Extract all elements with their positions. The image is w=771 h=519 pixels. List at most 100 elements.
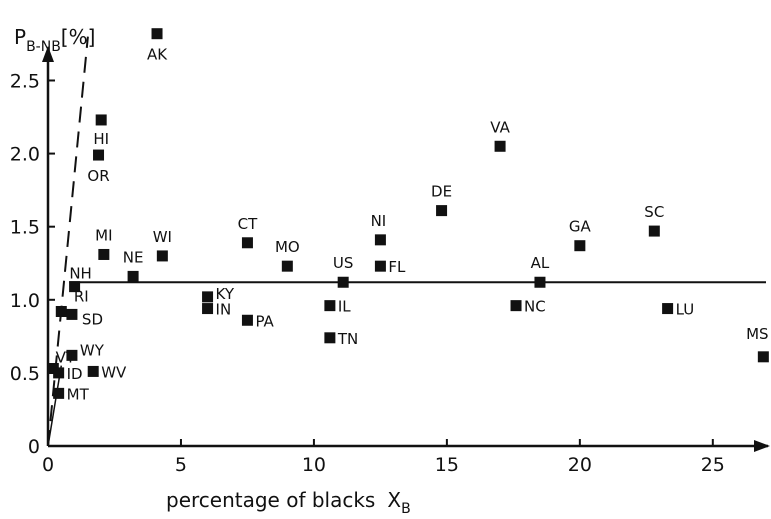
data-point-ga: GA [569, 218, 592, 252]
point-marker [374, 260, 386, 272]
data-point-mi: MI [95, 226, 113, 260]
point-label: TN [337, 330, 358, 348]
x-axis-symbol: X [387, 488, 401, 512]
point-marker [337, 276, 349, 288]
point-label: ID [67, 365, 83, 383]
point-marker [510, 300, 522, 312]
point-label: CT [238, 215, 258, 233]
chart-lines [47, 36, 766, 447]
point-marker [127, 270, 139, 282]
point-label: IL [338, 298, 351, 316]
x-tick-label: 15 [435, 454, 459, 476]
data-point-tn: TN [324, 330, 358, 348]
point-marker [241, 237, 253, 249]
data-point-ky: KY [202, 285, 235, 303]
data-point-il: IL [324, 298, 351, 316]
x-axis-label: percentage of blacks [166, 488, 375, 512]
point-marker [66, 308, 78, 320]
data-point-de: DE [431, 183, 452, 217]
point-label: RI [74, 287, 89, 305]
point-marker [534, 276, 546, 288]
y-tick-label: 0.5 [10, 363, 40, 385]
point-marker [69, 281, 81, 293]
x-axis-title: percentage of blacks XB [166, 488, 411, 517]
point-marker [494, 140, 506, 152]
point-label: NI [371, 212, 387, 230]
data-point-hi: HI [93, 114, 109, 148]
point-marker [87, 365, 99, 377]
x-tick-label: 10 [302, 454, 326, 476]
y-axis-symbol: P [14, 25, 26, 49]
x-axis-subscript: B [401, 501, 411, 517]
point-label: SD [82, 310, 103, 328]
point-label: AL [531, 254, 550, 272]
point-label: GA [569, 218, 592, 236]
x-tick-label: 0 [42, 454, 54, 476]
point-marker [156, 250, 168, 262]
y-tick-label: 2.5 [10, 70, 40, 92]
y-tick-label: 0 [28, 436, 40, 458]
point-marker [281, 260, 293, 272]
point-marker [662, 303, 674, 315]
y-axis-arrow [42, 46, 54, 62]
data-point-lu: LU [662, 301, 694, 319]
data-point-al: AL [531, 254, 550, 288]
point-marker [574, 240, 586, 252]
point-marker [93, 149, 105, 161]
data-point-va: VA [490, 118, 511, 152]
y-tick-label: 1.0 [10, 290, 40, 312]
x-axis-arrow [754, 440, 770, 452]
point-label: KY [216, 285, 235, 303]
data-point-ne: NE [123, 248, 144, 282]
point-label: WI [153, 228, 172, 246]
point-label: IN [216, 301, 232, 319]
dashed-trend-line [47, 36, 89, 447]
point-marker [436, 205, 448, 217]
data-point-or: OR [87, 149, 110, 185]
x-tick-label: 5 [175, 454, 187, 476]
point-marker [757, 351, 769, 363]
point-label: SC [644, 203, 664, 221]
origin-line [47, 365, 63, 447]
data-point-in: IN [202, 301, 231, 319]
data-point-pa: PA [241, 312, 275, 330]
point-marker [202, 303, 214, 315]
point-label: MO [275, 238, 300, 256]
data-point-fl: FL [374, 258, 406, 276]
point-label: US [333, 254, 354, 272]
data-point-us: US [333, 254, 354, 288]
data-point-wi: WI [153, 228, 172, 262]
point-label: MI [95, 226, 112, 244]
point-marker [241, 314, 253, 326]
data-point-ri: RI [55, 287, 89, 317]
data-point-sd: SD [66, 308, 103, 328]
axis-titles: PB-NB[%] percentage of blacks XB [14, 25, 411, 517]
y-tick-label: 2.0 [10, 144, 40, 166]
point-label: NH [69, 265, 92, 283]
point-marker [53, 387, 65, 399]
y-tick-label: 1.5 [10, 217, 40, 239]
point-label: WY [80, 341, 105, 359]
point-marker [55, 305, 67, 317]
point-marker [202, 291, 214, 303]
point-label: LU [676, 301, 695, 319]
point-label: DE [431, 183, 452, 201]
point-marker [648, 225, 660, 237]
point-label: NE [123, 248, 144, 266]
point-marker [95, 114, 107, 126]
point-marker [151, 28, 163, 40]
data-point-ms: MS [746, 325, 769, 363]
point-label: VA [490, 118, 510, 136]
point-label: MS [746, 325, 768, 343]
data-point-sc: SC [644, 203, 664, 237]
point-label: FL [388, 258, 406, 276]
data-point-mt: MT [53, 385, 90, 403]
data-point-nc: NC [510, 298, 546, 316]
point-marker [324, 300, 336, 312]
point-label: HI [93, 130, 109, 148]
data-point-id: ID [53, 365, 83, 383]
x-tick-label: 20 [568, 454, 592, 476]
point-label: PA [255, 312, 274, 330]
